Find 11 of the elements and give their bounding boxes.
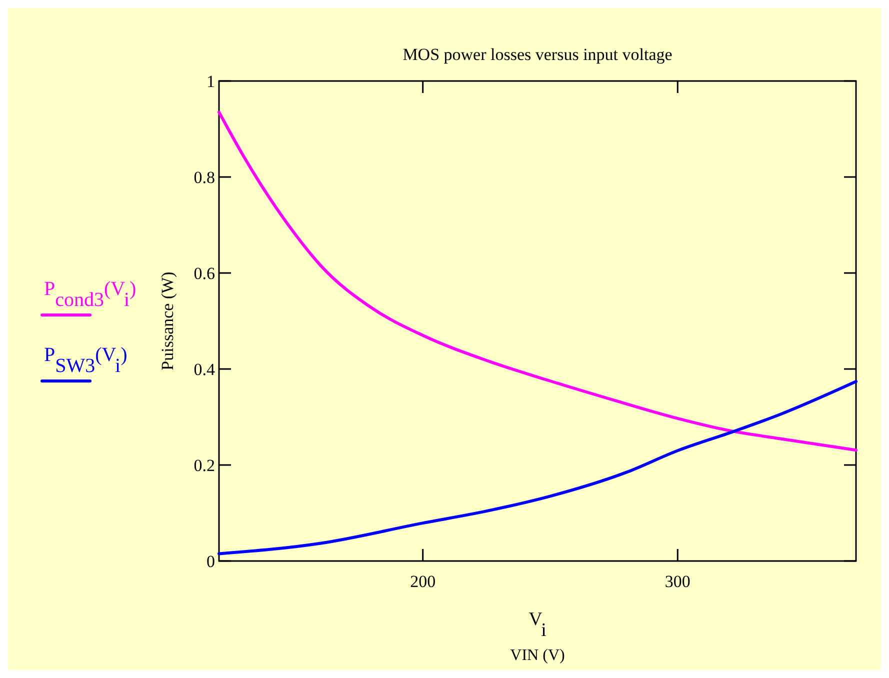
y-tick-label: 0.4 — [194, 360, 216, 379]
x-tick-label: 300 — [664, 572, 690, 591]
y-tick-label: 0.8 — [194, 168, 215, 187]
y-tick-label: 0.6 — [194, 264, 215, 283]
y-tick-label: 1 — [206, 72, 215, 91]
chart-title: MOS power losses versus input voltage — [402, 45, 672, 64]
y-axis-title: Puissance (W) — [158, 272, 177, 370]
y-tick-label: 0 — [206, 552, 215, 571]
x-tick-label: 200 — [410, 572, 436, 591]
y-tick-label: 0.2 — [194, 456, 215, 475]
text: VIN (V) — [510, 647, 565, 664]
